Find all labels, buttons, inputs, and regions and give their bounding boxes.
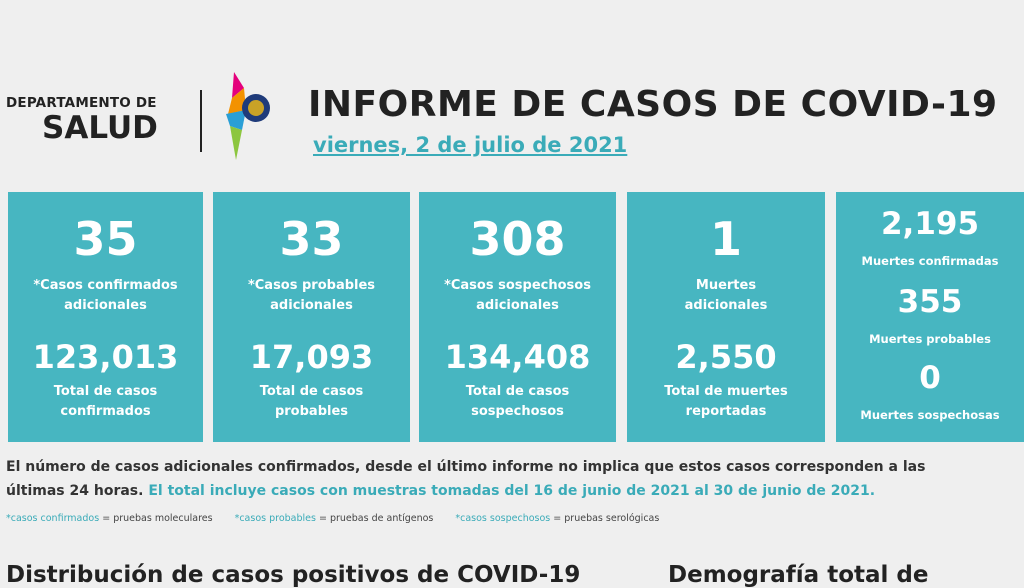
report-title: INFORME DE CASOS DE COVID-19 bbox=[308, 84, 998, 125]
legend-item: *casos confirmados = pruebas moleculares bbox=[6, 513, 213, 524]
count-label: *Casos sospechosos bbox=[444, 278, 591, 293]
total-count: 17,093 bbox=[249, 338, 374, 376]
new-count: 308 bbox=[469, 212, 566, 266]
death-label: Muertes confirmadas bbox=[861, 254, 999, 268]
total-count: 123,013 bbox=[32, 338, 179, 376]
page: DEPARTAMENTO DE SALUD INFORME DE CASOS D… bbox=[6, 72, 1024, 588]
death-count: 0 bbox=[919, 360, 941, 396]
legend-term: *casos confirmados bbox=[6, 513, 100, 524]
total-label: Total de muertes bbox=[664, 384, 788, 399]
count-label: *Casos confirmados bbox=[33, 278, 178, 293]
legend: *casos confirmados = pruebas moleculares… bbox=[6, 513, 681, 524]
death-count: 355 bbox=[897, 284, 963, 320]
count-label: Muertes bbox=[695, 278, 757, 293]
count-label: *Casos probables bbox=[247, 278, 376, 293]
count-label: adicionales bbox=[64, 298, 147, 313]
count-label: adicionales bbox=[684, 298, 768, 313]
stat-card: 1 Muertes adicionales 2,550 Total de muertes… bbox=[627, 192, 825, 442]
count-label: adicionales bbox=[270, 298, 353, 313]
death-label: Muertes probables bbox=[869, 332, 991, 346]
legend-definition: = pruebas serológicas bbox=[553, 513, 660, 524]
total-label: probables bbox=[274, 404, 349, 419]
note: El número de casos adicionales confirmad… bbox=[6, 459, 926, 475]
new-count: 33 bbox=[279, 212, 344, 266]
note-highlight: El total incluye casos con muestras toma… bbox=[148, 483, 876, 499]
section-heading: Distribución de casos positivos de COVID… bbox=[6, 562, 581, 588]
org-name: SALUD bbox=[42, 110, 158, 146]
total-label: Total de casos bbox=[259, 384, 364, 399]
total-label: reportadas bbox=[685, 404, 767, 419]
section-heading: Demografía total de bbox=[668, 562, 929, 588]
legend-definition: = pruebas moleculares bbox=[102, 513, 213, 524]
count-label: adicionales bbox=[476, 298, 559, 313]
stat-card: 33 *Casos probables adicionales 17,093 Total… bbox=[213, 192, 410, 442]
org-name: DEPARTAMENTO DE bbox=[6, 95, 157, 111]
legend-item: *casos sospechosos = pruebas serológicas bbox=[455, 513, 659, 524]
legend-term: *casos sospechosos bbox=[455, 513, 551, 524]
total-count: 134,408 bbox=[444, 338, 591, 376]
new-count: 1 bbox=[709, 212, 742, 266]
total-label: Total de casos bbox=[465, 384, 570, 399]
report-date: viernes, 2 de julio de 2021 bbox=[313, 133, 628, 157]
note: últimas 24 horas. El total incluye casos… bbox=[6, 483, 875, 499]
stat-card: 308 *Casos sospechosos adicionales 134,408 T… bbox=[419, 192, 616, 442]
new-count: 35 bbox=[73, 212, 138, 266]
total-label: sospechosos bbox=[471, 404, 564, 419]
total-count: 2,550 bbox=[675, 338, 777, 376]
note: últimas 24 horas. bbox=[6, 483, 144, 499]
death-count: 2,195 bbox=[880, 206, 980, 242]
stat-card: 35 *Casos confirmados adicionales 123,013 To… bbox=[8, 192, 203, 442]
deaths-card: 2,195 Muertes confirmadas 355 Muertes proba… bbox=[836, 192, 1024, 442]
legend-definition: = pruebas de antígenos bbox=[319, 513, 434, 524]
separator bbox=[200, 90, 202, 152]
death-label: Muertes sospechosas bbox=[860, 408, 1000, 422]
legend-term: *casos probables bbox=[234, 513, 316, 524]
logo bbox=[226, 72, 270, 160]
legend-item: *casos probables = pruebas de antígenos bbox=[235, 513, 434, 524]
total-label: Total de casos bbox=[53, 384, 158, 399]
total-label: confirmados bbox=[60, 404, 151, 419]
